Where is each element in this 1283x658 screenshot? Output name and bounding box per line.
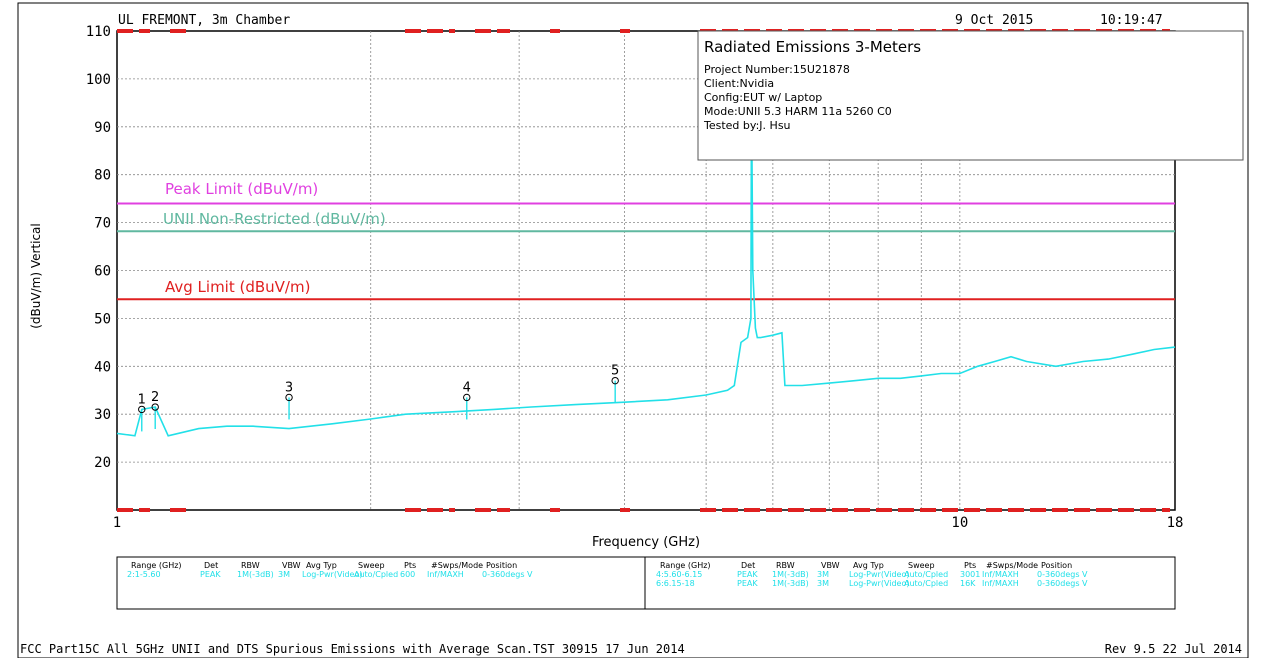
info-title: Radiated Emissions 3-Meters xyxy=(704,38,921,56)
site-label: UL FREMONT, 3m Chamber xyxy=(118,13,290,28)
y-tick-label: 80 xyxy=(94,168,111,184)
settings-header: Range (GHz) xyxy=(660,561,711,570)
settings-header: #Swps/Mode xyxy=(431,561,483,570)
marker-label: 4 xyxy=(463,380,471,395)
settings-cell: Inf/MAXH xyxy=(427,570,464,579)
y-tick-label: 110 xyxy=(86,24,111,40)
unii-limit-label: UNII Non-Restricted (dBuV/m) xyxy=(163,210,386,228)
settings-cell: 16K xyxy=(960,579,976,588)
settings-cell: Log-Pwr(Video) xyxy=(849,570,910,579)
settings-header: VBW xyxy=(821,561,840,570)
settings-cell: 0-360degs V xyxy=(1037,570,1088,579)
settings-cell: Auto/Cpled xyxy=(354,570,398,579)
date-label: 9 Oct 2015 xyxy=(955,13,1033,28)
y-tick-label: 30 xyxy=(94,407,111,423)
settings-header: Det xyxy=(741,561,755,570)
info-client: Client:Nvidia xyxy=(704,77,774,90)
x-axis-label: Frequency (GHz) xyxy=(592,535,700,550)
settings-header: Sweep xyxy=(358,561,385,570)
x-tick-label: 18 xyxy=(1167,515,1184,531)
settings-cell: Auto/Cpled xyxy=(904,570,948,579)
settings-header: RBW xyxy=(776,561,795,570)
info-project: Project Number:15U21878 xyxy=(704,63,850,76)
page-border xyxy=(17,2,1249,658)
y-tick-label: 50 xyxy=(94,311,111,327)
settings-header: RBW xyxy=(241,561,260,570)
settings-cell: Inf/MAXH xyxy=(982,579,1019,588)
info-box xyxy=(697,30,1244,161)
marker-point xyxy=(151,403,159,411)
settings-cell: 1M(-3dB) xyxy=(772,579,809,588)
x-tick-labels: 1 10 18 xyxy=(113,515,1184,531)
info-config: Config:EUT w/ Laptop xyxy=(704,91,822,104)
settings-cell: 3M xyxy=(817,570,829,579)
settings-cell: Log-Pwr(Video) xyxy=(302,570,363,579)
settings-cell: 4:5.60-6.15 xyxy=(656,570,702,579)
info-tested-by: Tested by:J. Hsu xyxy=(703,119,791,132)
time-label: 10:19:47 xyxy=(1100,13,1163,28)
marker-point xyxy=(285,393,293,402)
settings-header: #Swps/Mode xyxy=(986,561,1038,570)
series-line xyxy=(116,93,1176,437)
settings-header: Pts xyxy=(404,561,416,570)
settings-header: Sweep xyxy=(908,561,935,570)
settings-rows: Range (GHz) Det RBW VBW Avg Typ Sweep Pts #Swps… xyxy=(127,561,1088,588)
settings-cell: Inf/MAXH xyxy=(982,570,1019,579)
marker-point xyxy=(611,376,619,385)
settings-cell: 600 xyxy=(400,570,415,579)
settings-cell: 2:1-5.60 xyxy=(127,570,161,579)
marker-point xyxy=(463,393,471,402)
avg-limit-label: Avg Limit (dBuV/m) xyxy=(165,278,310,296)
peak-markers: 1 2 3 4 5 xyxy=(138,364,619,432)
settings-header: Pts xyxy=(964,561,976,570)
x-tick-label: 1 xyxy=(113,515,121,531)
y-tick-label: 40 xyxy=(94,359,111,375)
settings-cell: 0-360degs V xyxy=(1037,579,1088,588)
settings-header: Position xyxy=(1041,561,1072,570)
y-tick-label: 90 xyxy=(94,120,111,136)
settings-header: Avg Typ xyxy=(853,561,884,570)
marker-point xyxy=(138,405,146,414)
y-tick-label: 20 xyxy=(94,455,111,471)
marker-label: 1 xyxy=(138,392,146,407)
settings-cell: 3001 xyxy=(960,570,980,579)
settings-cell: 6:6.15-18 xyxy=(656,579,695,588)
y-tick-label: 100 xyxy=(86,72,111,88)
settings-header: Avg Typ xyxy=(306,561,337,570)
marker-label: 3 xyxy=(285,380,293,395)
peak-limit-label: Peak Limit (dBuV/m) xyxy=(165,180,318,198)
emission-trace xyxy=(116,93,1176,437)
y-tick-labels: 20 30 40 50 60 70 80 90 100 110 xyxy=(86,24,111,471)
settings-cell: PEAK xyxy=(737,570,758,579)
footer-right: Rev 9.5 22 Jul 2014 xyxy=(1105,642,1242,656)
settings-table xyxy=(116,556,1176,610)
marker-label: 2 xyxy=(151,390,159,405)
settings-cell: 1M(-3dB) xyxy=(237,570,274,579)
x-tick-label: 10 xyxy=(951,515,968,531)
settings-cell: 3M xyxy=(278,570,290,579)
y-tick-label: 70 xyxy=(94,216,111,232)
y-axis-label: (dBuV/m) Vertical xyxy=(29,223,43,329)
info-mode: Mode:UNII 5.3 HARM 11a 5260 C0 xyxy=(704,105,892,118)
settings-header: Range (GHz) xyxy=(131,561,182,570)
settings-cell: 3M xyxy=(817,579,829,588)
footer-left: FCC Part15C All 5GHz UNII and DTS Spurio… xyxy=(20,642,685,656)
settings-cell: 1M(-3dB) xyxy=(772,570,809,579)
settings-header: VBW xyxy=(282,561,301,570)
settings-cell: PEAK xyxy=(200,570,221,579)
y-tick-label: 60 xyxy=(94,264,111,280)
limit-lines xyxy=(117,202,1175,301)
settings-cell: 0-360degs V xyxy=(482,570,533,579)
settings-cell: Auto/Cpled xyxy=(904,579,948,588)
settings-cell: PEAK xyxy=(737,579,758,588)
settings-header: Position xyxy=(486,561,517,570)
settings-header: Det xyxy=(204,561,218,570)
settings-cell: Log-Pwr(Video) xyxy=(849,579,910,588)
marker-label: 5 xyxy=(611,364,619,379)
